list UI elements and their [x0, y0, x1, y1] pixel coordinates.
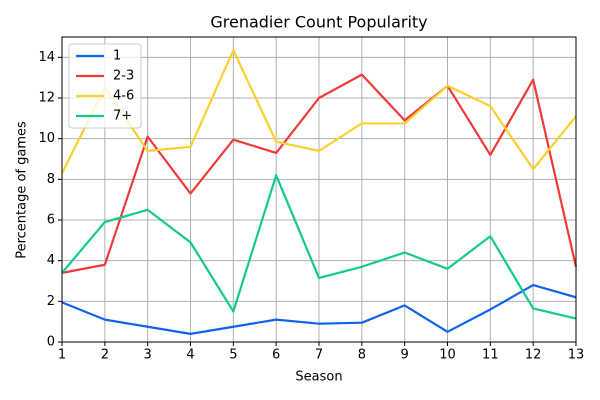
- x-tick-label: 2: [101, 348, 109, 363]
- y-tick-label: 8: [47, 172, 55, 187]
- legend-label: 1: [113, 49, 121, 64]
- y-tick-label: 2: [47, 294, 55, 309]
- x-tick-label: 1: [58, 348, 66, 363]
- x-tick-label: 13: [568, 348, 585, 363]
- y-tick-label: 10: [38, 131, 55, 146]
- y-tick-label: 14: [38, 50, 55, 65]
- y-tick-label: 12: [38, 91, 55, 106]
- x-axis-label: Season: [295, 370, 342, 385]
- legend-box: [68, 43, 142, 129]
- legend-label: 2-3: [113, 69, 134, 84]
- lines: [61, 49, 578, 335]
- plot-frame: [61, 36, 577, 343]
- x-tick-label: 11: [482, 348, 499, 363]
- x-tick-label: 12: [525, 348, 542, 363]
- x-tick-label: 5: [229, 348, 237, 363]
- y-tick-label: 0: [47, 335, 55, 350]
- x-tick-label: 10: [439, 348, 456, 363]
- x-tick-label: 6: [272, 348, 280, 363]
- chart-title: Grenadier Count Popularity: [210, 13, 427, 32]
- x-tick-label: 3: [144, 348, 152, 363]
- x-tick-label: 4: [186, 348, 194, 363]
- y-tick-label: 4: [47, 253, 55, 268]
- x-tick-label: 7: [315, 348, 323, 363]
- x-tick-label: 8: [358, 348, 366, 363]
- series-line: [61, 174, 577, 320]
- series-line: [61, 283, 577, 335]
- legend-label: 7+: [113, 109, 132, 124]
- series-line: [61, 73, 578, 274]
- y-axis-label: Percentage of games: [15, 121, 30, 259]
- series-line: [61, 49, 577, 174]
- x-tick-label: 9: [401, 348, 409, 363]
- legend-label: 4-6: [113, 89, 134, 104]
- legend: 1 2-3 4-6 7+: [68, 43, 142, 129]
- y-tick-label: 6: [47, 213, 55, 228]
